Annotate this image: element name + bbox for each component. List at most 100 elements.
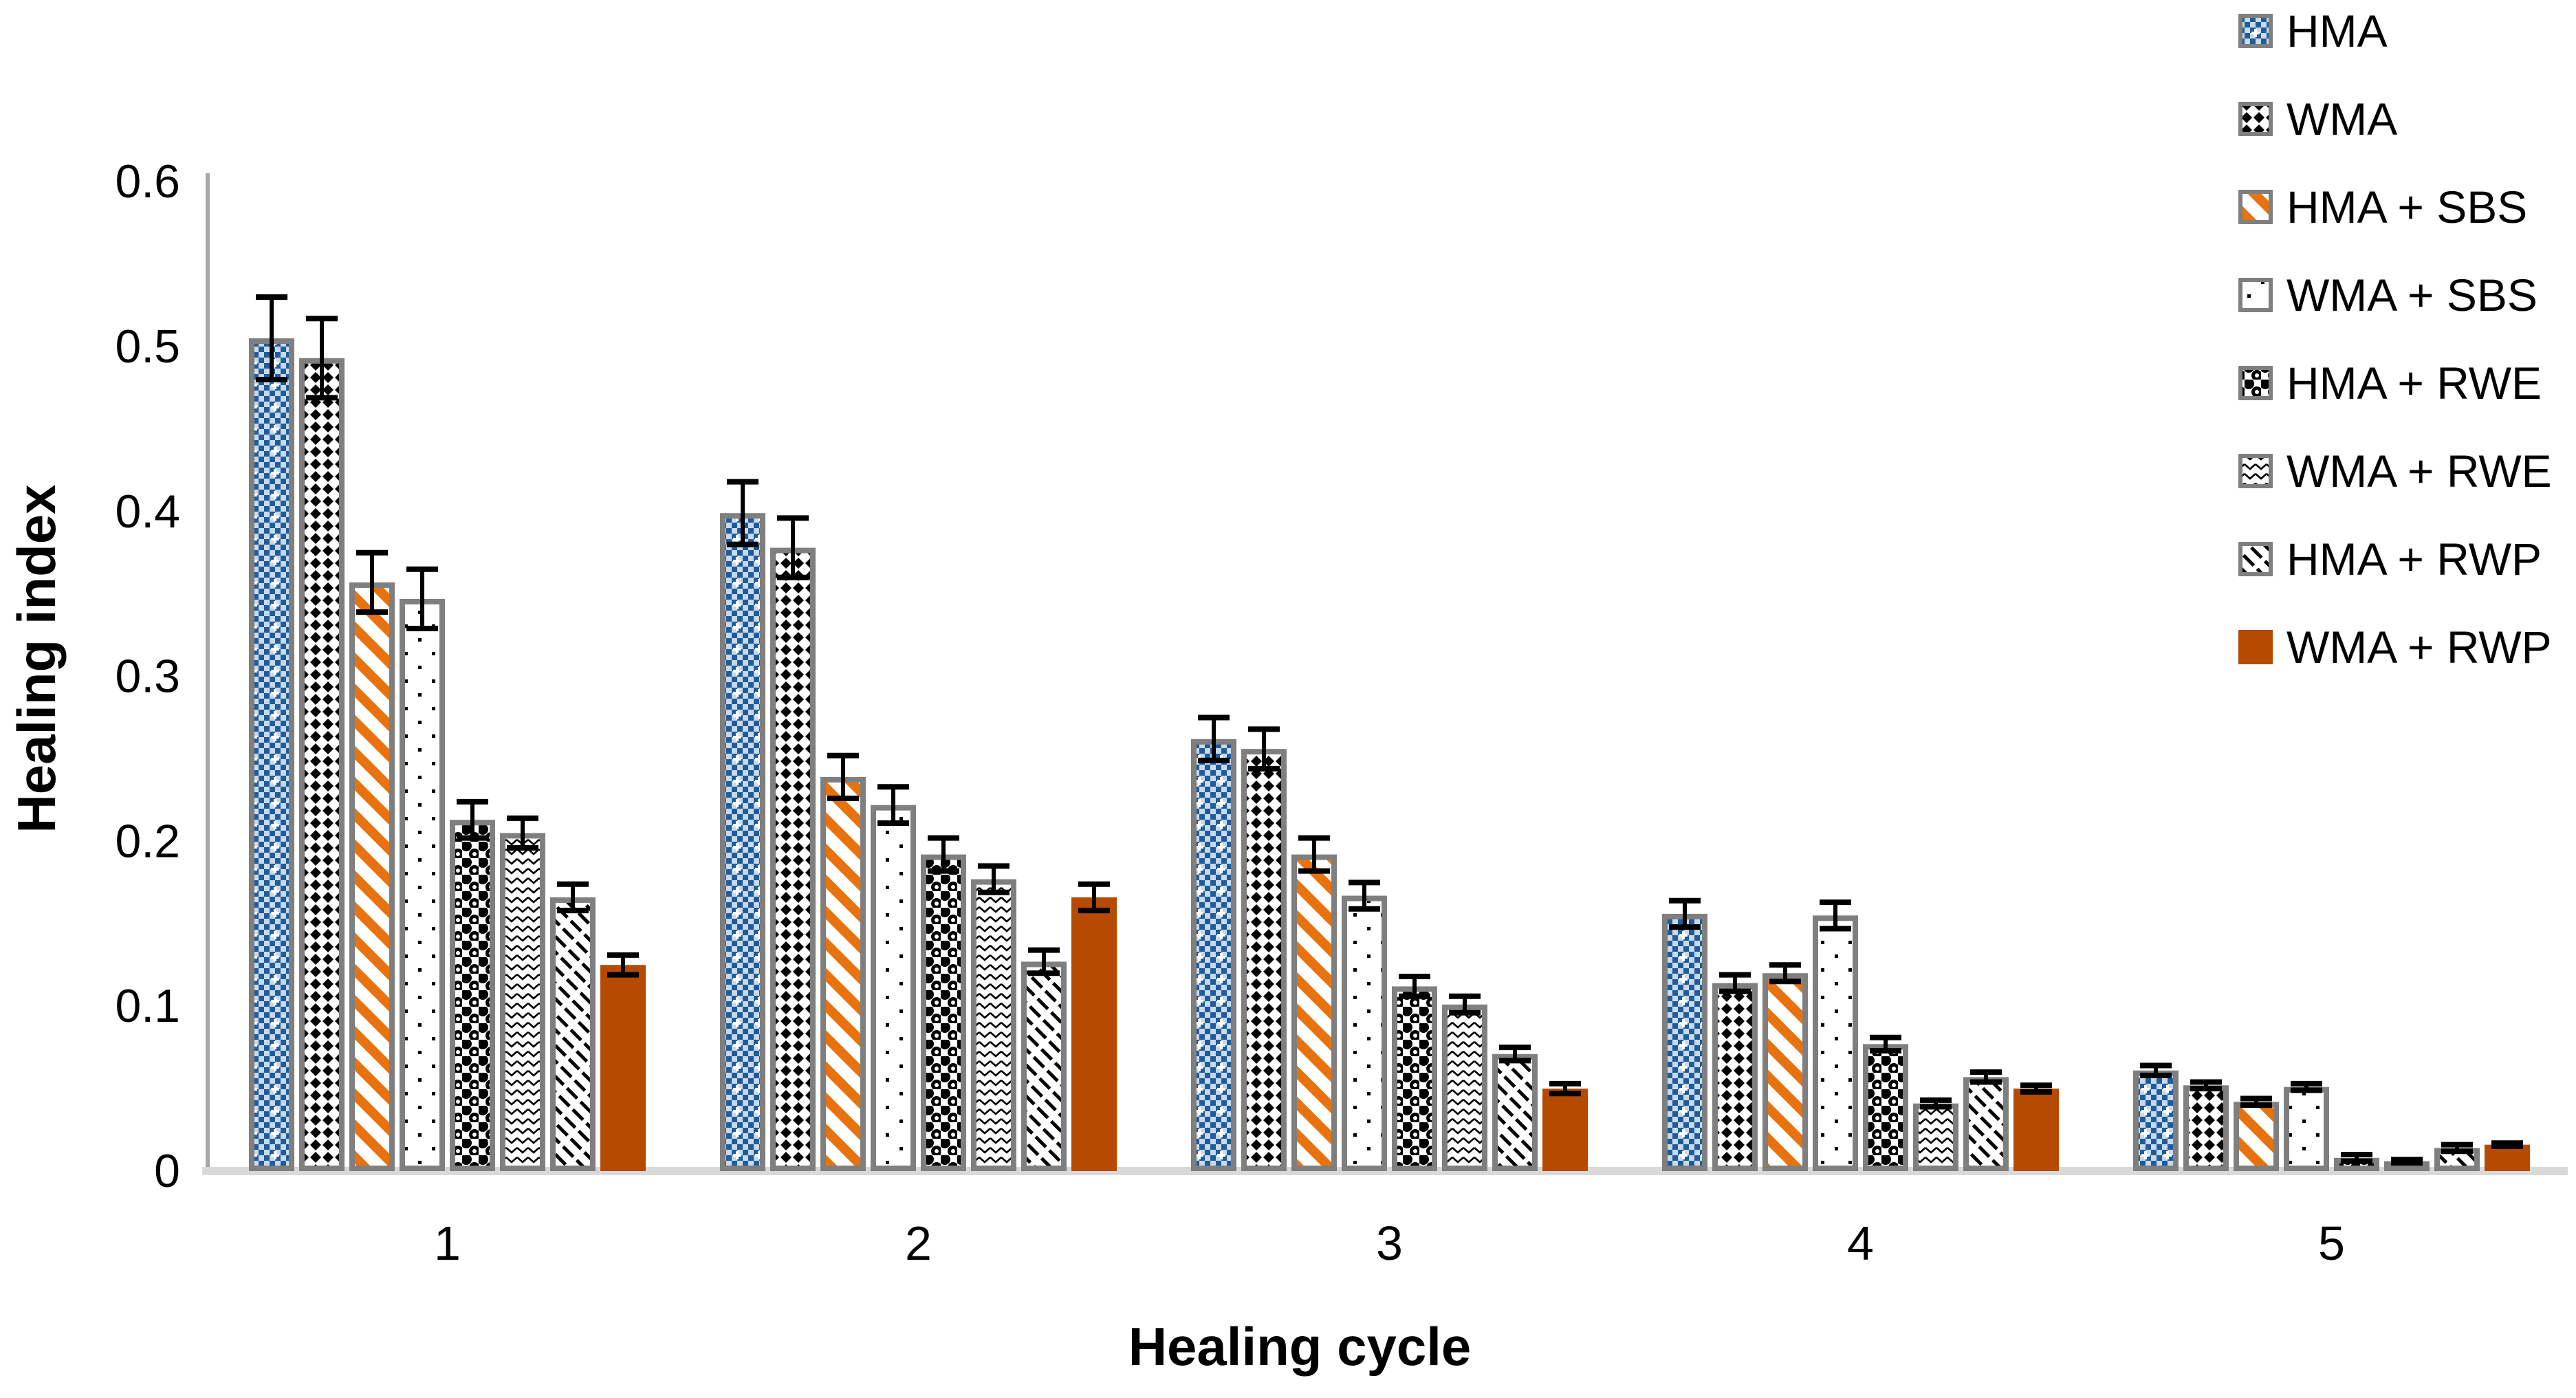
error-bar: [827, 752, 859, 802]
error-bar: [2240, 1095, 2272, 1108]
bar-HMA-c3: [1191, 739, 1236, 1171]
error-bar: [877, 784, 909, 827]
bar-HMA+RWE-c1: [450, 820, 495, 1171]
legend-label: HMA: [2286, 6, 2388, 56]
error-bar: [1820, 899, 1851, 932]
legend-item: HMA + RWE: [2238, 358, 2542, 408]
error-bar: [2140, 1062, 2172, 1078]
y-axis-title: Healing index: [6, 484, 67, 833]
x-tick-label: 5: [2318, 1216, 2345, 1270]
x-tick-label: 2: [905, 1216, 932, 1270]
error-bar: [2190, 1079, 2222, 1092]
bar-WMA+RWE-c4: [1913, 1103, 1958, 1172]
legend-swatch-zigzag: [2238, 454, 2273, 488]
legend-swatch-solid: [2238, 630, 2273, 664]
bar-HMA+SBS-c5: [2234, 1102, 2279, 1172]
bar-HMA+RWE-c2: [921, 854, 966, 1171]
error-bar: [1769, 962, 1801, 985]
bar-WMA-c4: [1712, 983, 1758, 1172]
bar-WMA+SBS-c4: [1813, 915, 1858, 1172]
legend-label: WMA + RWP: [2286, 622, 2552, 673]
bar-HMA+SBS-c2: [820, 776, 866, 1172]
error-bar: [1198, 714, 1230, 763]
y-tick-label: 0.1: [115, 980, 180, 1032]
bars-layer: [249, 338, 2530, 1172]
bar-WMA-c5: [2183, 1085, 2229, 1171]
bar-HMA+RWP-c3: [1492, 1053, 1538, 1171]
legend: HMA WMA HMA + SBS WMA + SBS HMA + RWE WMA + R…: [2238, 6, 2552, 673]
error-bar: [607, 952, 639, 978]
y-tick-label: 0.3: [115, 651, 180, 703]
bar-WMA+SBS-c5: [2284, 1086, 2329, 1172]
legend-swatch-dots: [2238, 278, 2273, 312]
bar-WMA+SBS-c2: [871, 805, 916, 1172]
error-bar: [1719, 972, 1751, 994]
legend-swatch-orange-stripe: [2238, 190, 2273, 224]
legend-label: WMA + SBS: [2286, 270, 2537, 320]
error-bar: [1349, 880, 1380, 912]
bar-HMA+SBS-c1: [349, 582, 395, 1171]
error-bar: [1920, 1097, 1952, 1110]
bar-WMA-c1: [299, 358, 345, 1171]
error-bar: [1870, 1034, 1901, 1053]
error-bar: [356, 549, 388, 615]
x-tick-label: 1: [434, 1216, 461, 1270]
y-tick-label: 0.4: [115, 485, 180, 538]
bar-HMA+RWP-c1: [550, 897, 596, 1171]
error-bar: [978, 863, 1009, 895]
x-tick-label: 4: [1847, 1216, 1874, 1270]
y-tick-label: 0: [154, 1145, 180, 1197]
legend-item: WMA + RWP: [2238, 622, 2552, 673]
bar-HMA+SBS-c3: [1291, 854, 1337, 1171]
error-bar: [1078, 881, 1110, 914]
error-bar: [1028, 947, 1060, 976]
x-axis-title: Healing cycle: [1128, 1316, 1472, 1377]
error-bar: [256, 294, 287, 382]
legend-swatch-thin-diagonal: [2238, 542, 2273, 576]
y-tick-label: 0.2: [115, 815, 180, 867]
error-bar: [2020, 1082, 2052, 1095]
legend-swatch-bw-checker: [2238, 102, 2273, 136]
error-bar: [306, 316, 338, 401]
legend-swatch-blue-checker: [2238, 14, 2273, 48]
error-bars-layer: [256, 294, 2523, 1166]
y-tick-label: 0.5: [115, 320, 180, 373]
bar-WMA-c3: [1241, 749, 1287, 1172]
bar-WMA+RWE-c3: [1442, 1004, 1487, 1171]
error-bar: [777, 515, 809, 580]
legend-item: WMA: [2238, 94, 2397, 144]
error-bar: [406, 566, 438, 632]
legend-item: HMA + RWP: [2238, 534, 2542, 585]
error-bar: [1399, 974, 1430, 999]
bar-HMA-c5: [2133, 1070, 2179, 1172]
bar-HMA+SBS-c4: [1762, 973, 1808, 1171]
error-bar: [557, 881, 589, 914]
bar-WMA+RWP-c1: [600, 965, 646, 1171]
bar-WMA+RWE-c2: [971, 879, 1016, 1171]
bar-WMA+RWE-c1: [500, 833, 545, 1172]
bar-WMA-c2: [770, 547, 816, 1171]
legend-label: WMA: [2286, 94, 2397, 144]
error-bar: [928, 835, 959, 874]
legend-swatch-balls: [2238, 366, 2273, 400]
error-bar: [507, 815, 538, 851]
legend-item: WMA + RWE: [2238, 446, 2552, 496]
error-bar: [1669, 897, 1701, 930]
bar-HMA-c2: [720, 513, 765, 1171]
error-bar: [1248, 726, 1280, 772]
bar-WMA+SBS-c3: [1342, 895, 1387, 1172]
bar-WMA+SBS-c1: [400, 598, 445, 1171]
legend-label: HMA + RWE: [2286, 358, 2542, 408]
x-tick-label: 3: [1376, 1216, 1403, 1270]
error-bar: [1499, 1045, 1531, 1064]
legend-label: WMA + RWE: [2286, 446, 2552, 496]
error-bar: [1970, 1069, 2002, 1085]
bar-HMA-c4: [1662, 913, 1707, 1171]
bar-WMA+RWP-c2: [1071, 897, 1117, 1171]
error-bar: [2291, 1080, 2322, 1093]
bar-WMA+RWP-c4: [2013, 1089, 2059, 1171]
error-bar: [1298, 835, 1330, 874]
legend-item: WMA + SBS: [2238, 270, 2537, 320]
